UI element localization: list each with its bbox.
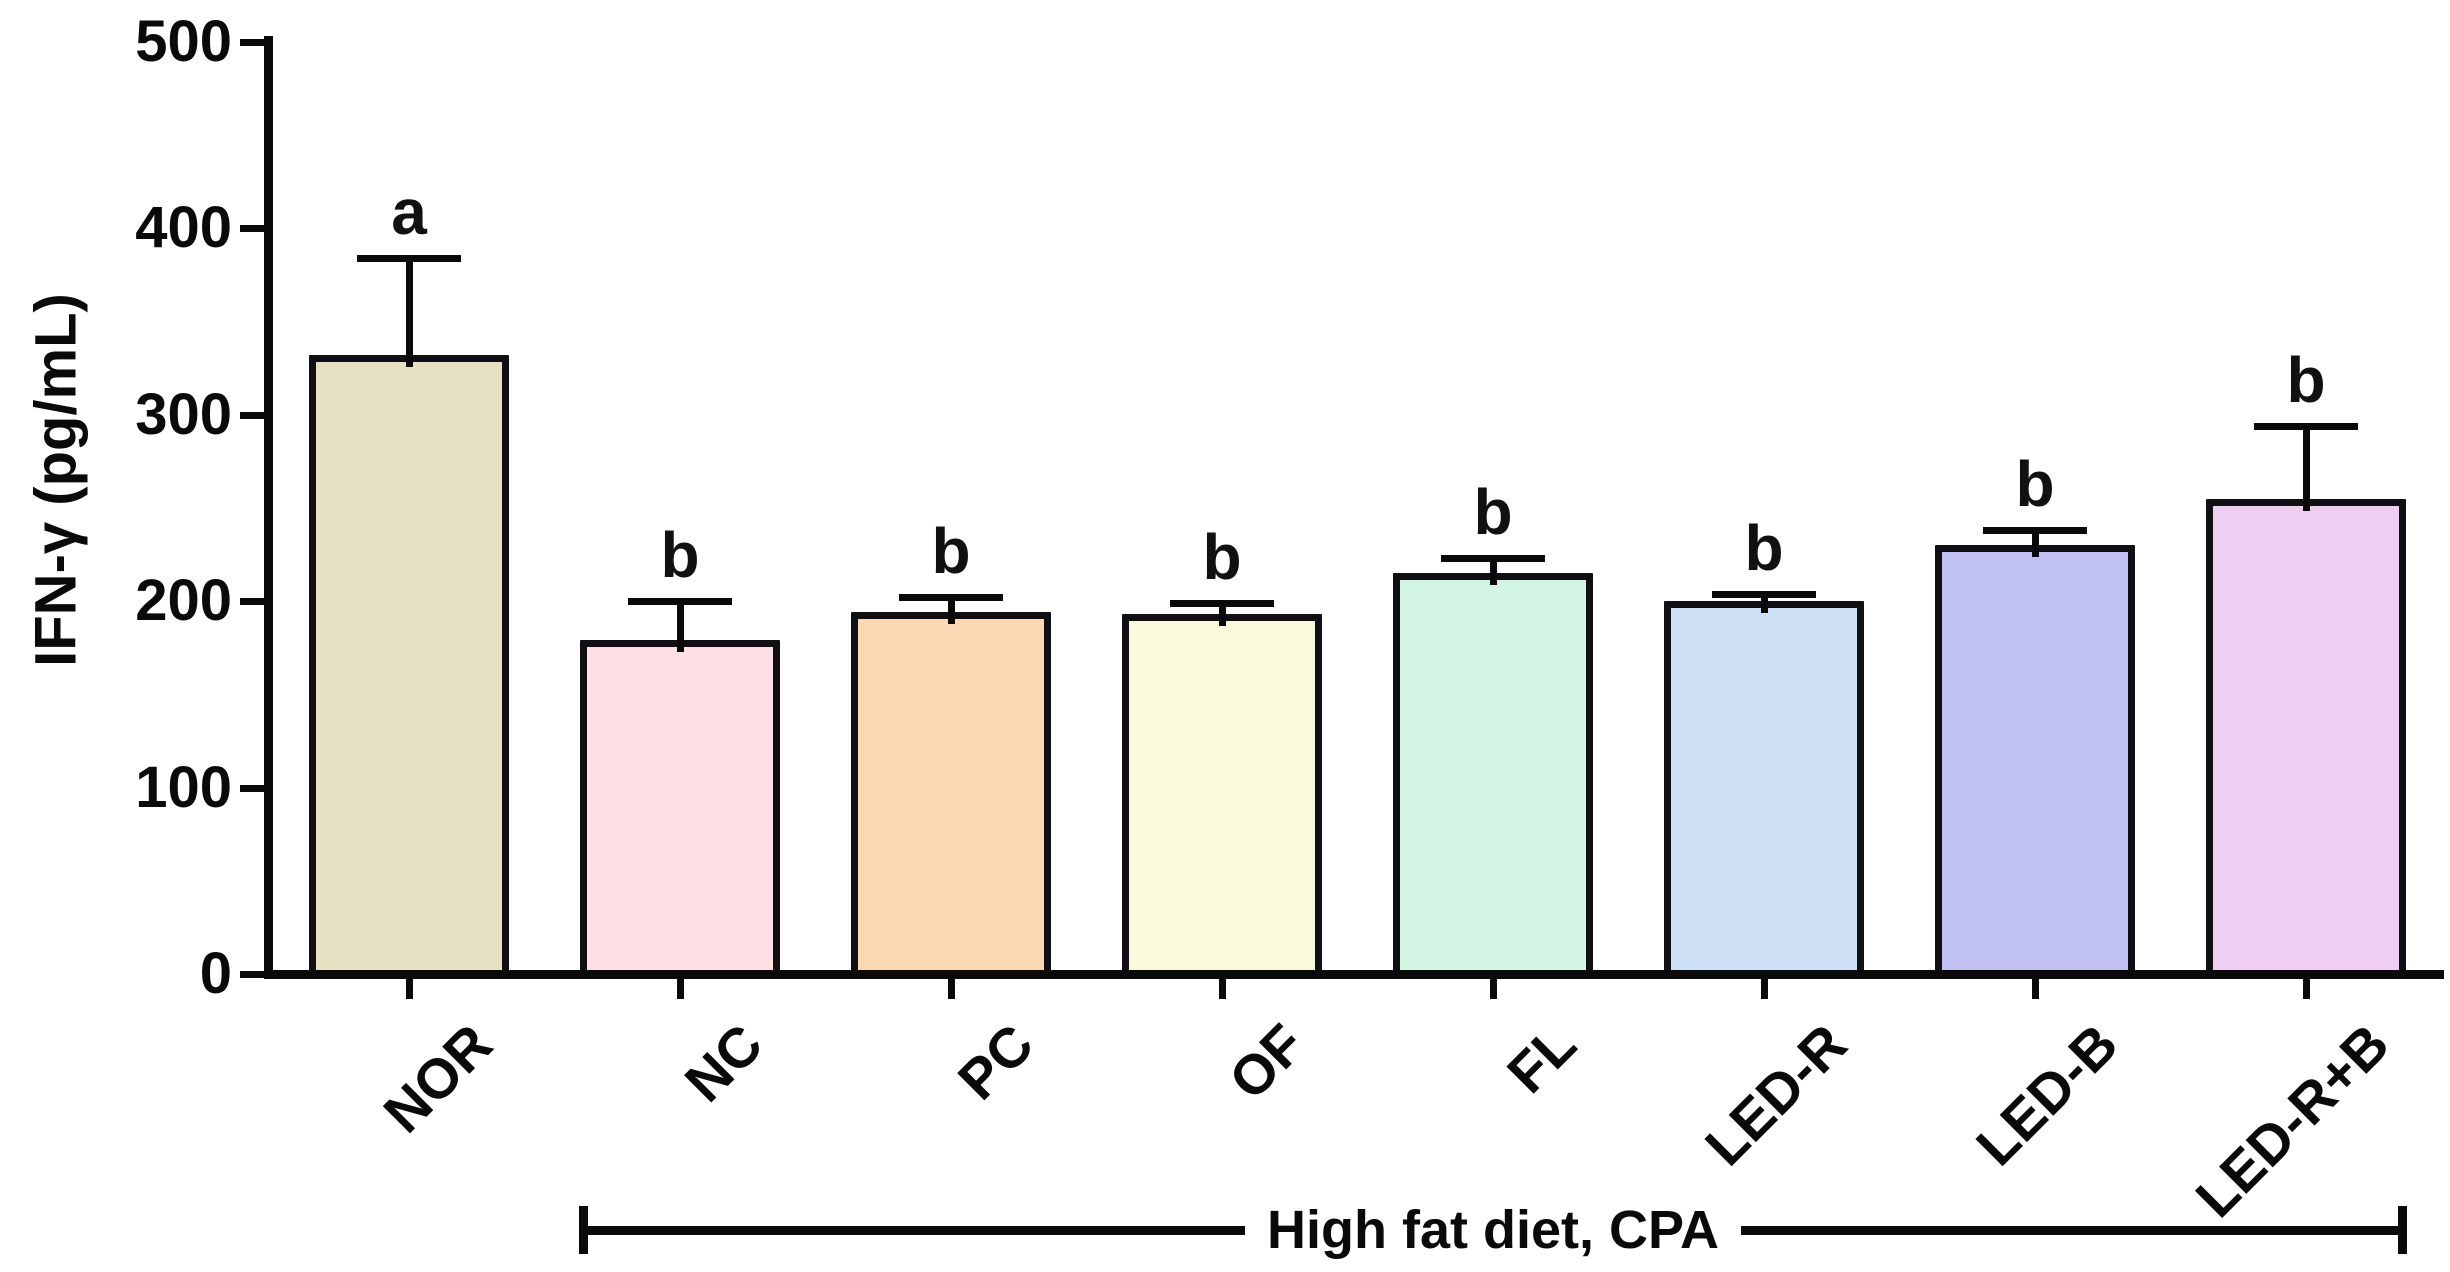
bar-LED-R+B — [2206, 498, 2406, 978]
x-tick-label: NOR — [370, 1011, 504, 1145]
error-bar — [1218, 603, 1226, 627]
significance-letter: a — [391, 176, 427, 249]
error-bar-cap — [899, 594, 1003, 602]
significance-letter: b — [1473, 476, 1513, 549]
y-tick-label: 100 — [135, 754, 232, 820]
significance-letter: b — [1202, 521, 1242, 594]
group-bracket-right-cap — [2398, 1206, 2407, 1254]
y-tick — [240, 598, 266, 606]
x-tick-label: NC — [672, 1011, 775, 1114]
y-tick-label: 200 — [135, 568, 232, 634]
x-axis-line — [264, 970, 2444, 979]
error-bar — [947, 597, 955, 625]
y-tick-label: 0 — [199, 941, 232, 1006]
group-bracket-label: High fat diet, CPA — [1245, 1199, 1741, 1261]
y-tick — [240, 225, 266, 233]
error-bar-cap — [1170, 600, 1274, 608]
y-tick — [240, 39, 266, 46]
error-bar — [1760, 593, 1768, 614]
significance-letter: b — [2015, 448, 2055, 521]
x-tick-label: LED-R — [1692, 1011, 1859, 1178]
error-bar-cap — [1441, 555, 1545, 563]
error-bar — [676, 601, 684, 653]
error-bar — [2031, 530, 2039, 558]
error-bar — [2302, 425, 2310, 511]
error-bar-cap — [1712, 590, 1816, 598]
y-tick — [240, 784, 266, 792]
x-tick — [1219, 979, 1226, 999]
bar-NOR — [309, 355, 509, 978]
error-bar-cap — [357, 255, 461, 263]
x-tick — [948, 979, 955, 999]
x-tick-label: PC — [945, 1011, 1046, 1112]
error-bar-cap — [2254, 422, 2358, 430]
y-tick-label: 400 — [135, 195, 232, 261]
significance-letter: b — [2286, 343, 2326, 416]
x-tick — [406, 979, 413, 999]
y-tick-label: 500 — [135, 9, 232, 74]
y-tick-label: 300 — [135, 381, 232, 447]
significance-letter: b — [660, 519, 700, 592]
group-bracket-left-cap — [579, 1206, 588, 1254]
bar-LED-R — [1664, 601, 1864, 978]
x-tick — [2032, 979, 2039, 999]
bar-NC — [580, 640, 780, 978]
bar-LED-B — [1935, 545, 2135, 978]
x-tick-label: OF — [1216, 1011, 1317, 1112]
y-axis-line — [264, 36, 273, 979]
y-tick — [240, 411, 266, 419]
x-tick — [1490, 979, 1497, 999]
error-bar — [405, 258, 413, 368]
error-bar — [1489, 558, 1497, 586]
x-tick — [2303, 979, 2310, 999]
x-tick-label: FL — [1494, 1011, 1588, 1105]
bar-OF — [1122, 614, 1322, 978]
bar-FL — [1393, 573, 1593, 978]
y-tick — [240, 971, 266, 978]
x-tick-label: LED-B — [1963, 1011, 2130, 1178]
x-tick — [677, 979, 684, 999]
bar-PC — [851, 612, 1051, 978]
significance-letter: b — [931, 515, 971, 588]
x-tick-label: LED-R+B — [2183, 1011, 2401, 1230]
x-tick — [1761, 979, 1768, 999]
error-bar-cap — [628, 598, 732, 606]
error-bar-cap — [1983, 527, 2087, 535]
significance-letter: b — [1744, 511, 1784, 584]
